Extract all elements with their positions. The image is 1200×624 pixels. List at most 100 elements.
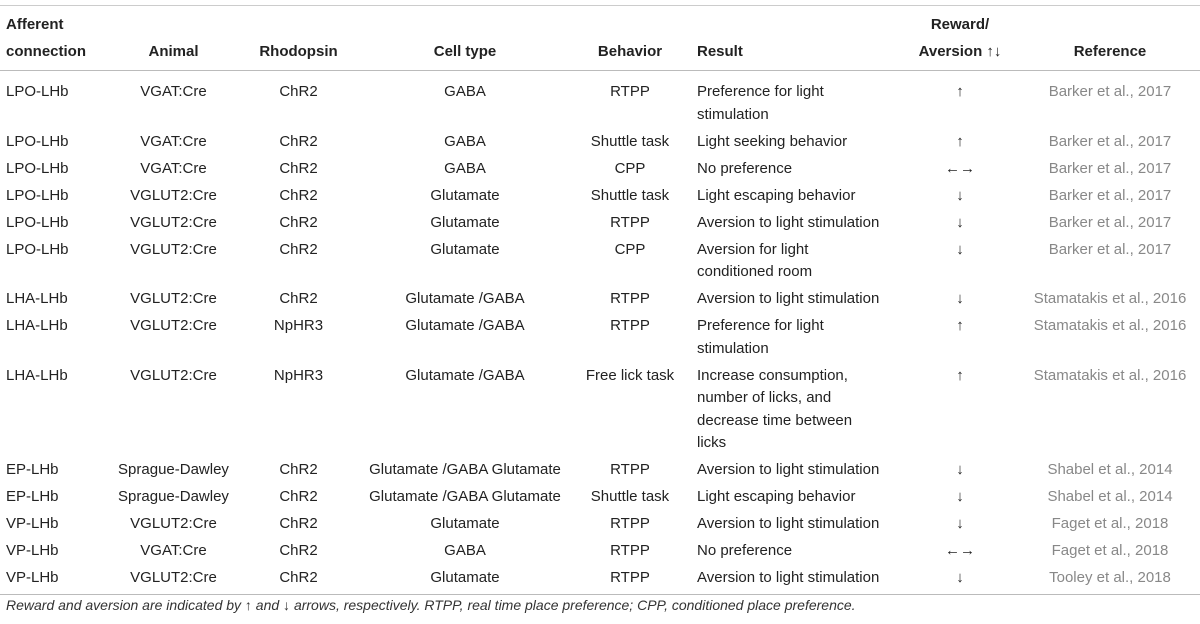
table-cell: LHA-LHb (6, 317, 68, 334)
table-cell: LHA-LHb (6, 366, 68, 384)
table-cell: VGLUT2:Cre (130, 515, 217, 532)
table-cell: ↓ (956, 240, 964, 258)
table-cell: Shuttle task (590, 186, 670, 204)
table-cell: Shuttle task (590, 132, 670, 150)
table-cell: ←→ (945, 159, 975, 177)
table-cell: ↑ (956, 366, 964, 384)
table-row: LPO-LHb VGLUT2:Cre ChR2 Glutamate RTPP Aversi… (0, 209, 1200, 236)
table-cell: Glutamate /GABA Glutamate (369, 461, 561, 478)
table-cell: No preference (697, 542, 793, 559)
table-cell: Light seeking behavior (697, 132, 848, 150)
table-cell: Glutamate (430, 186, 500, 204)
table-cell: Aversion to light stimulation (697, 461, 880, 478)
table-cell: ChR2 (279, 515, 318, 532)
table-cell: ChR2 (279, 290, 318, 307)
table-cell: GABA (444, 159, 486, 177)
table-cell: ↑ (956, 132, 964, 150)
table-cell: ChR2 (279, 83, 318, 100)
cell-line: decrease time between (697, 411, 853, 429)
table-cell: Preference for light stimulation (695, 313, 900, 363)
header-row: Afferent connection Animal Rhodopsin Cell ty… (0, 5, 1200, 71)
table-cell: Faget et al., 2018 (1051, 542, 1169, 559)
table-row: VP-LHb VGLUT2:Cre ChR2 Glutamate RTPP Aversio… (0, 511, 1200, 538)
cell-line: Aversion ↑↓ (918, 43, 1002, 60)
table-cell: VGLUT2:Cre (130, 186, 217, 204)
cell-line: stimulation (697, 339, 769, 357)
table-row: LPO-LHb VGLUT2:Cre ChR2 Glutamate CPP Aversio… (0, 236, 1200, 286)
table-cell: Increase consumption, number of licks, an… (695, 362, 900, 457)
table-cell: LPO-LHb (6, 132, 69, 150)
table-cell: GABA (444, 83, 486, 100)
column-header: Afferent connection (0, 6, 115, 71)
table-cell: VGAT:Cre (140, 542, 207, 559)
table-row: LHA-LHb VGLUT2:Cre ChR2 Glutamate /GABA RTPP… (0, 286, 1200, 313)
table-cell: Barker et al., 2017 (1048, 186, 1172, 204)
table-cell: Sprague-Dawley (118, 461, 229, 478)
table-cell: ChR2 (279, 132, 318, 150)
table-cell: ↑ (956, 317, 964, 334)
cell-line: connection (6, 43, 87, 60)
table-cell: Glutamate (430, 240, 500, 258)
table-cell: VGLUT2:Cre (130, 569, 217, 586)
table-cell: LPO-LHb (6, 213, 69, 231)
table-cell: LPO-LHb (6, 186, 69, 204)
table-cell: Aversion for light conditioned room (695, 236, 900, 286)
table-header: Afferent connection Animal Rhodopsin Cell ty… (0, 5, 1200, 71)
cell-line: conditioned room (697, 263, 813, 280)
table-cell: RTPP (610, 542, 650, 559)
table-cell: VGLUT2:Cre (130, 366, 217, 384)
column-header: Result (697, 43, 743, 60)
table-cell: Stamatakis et al., 2016 (1033, 317, 1187, 334)
table-cell: VGAT:Cre (140, 132, 207, 150)
table-cell: LPO-LHb (6, 83, 69, 100)
table-cell: Glutamate /GABA (405, 290, 525, 307)
table-row: EP-LHb Sprague-Dawley ChR2 Glutamate /GABA … (0, 484, 1200, 511)
table-cell: ↓ (956, 488, 964, 505)
table-cell: VGAT:Cre (140, 83, 207, 100)
table-cell: Barker et al., 2017 (1048, 159, 1172, 177)
table-cell: ChR2 (279, 488, 318, 505)
table-cell: RTPP (610, 569, 650, 586)
table-cell: Glutamate /GABA Glutamate (369, 488, 561, 505)
table-cell: Faget et al., 2018 (1051, 515, 1169, 532)
table-cell: Barker et al., 2017 (1048, 132, 1172, 150)
table-row: LHA-LHb VGLUT2:Cre NpHR3 Glutamate /GABA Fre… (0, 362, 1200, 457)
table-cell: Glutamate /GABA (405, 366, 525, 384)
column-header: Cell type (433, 43, 497, 60)
table-cell: VGLUT2:Cre (130, 240, 217, 258)
table-row: LHA-LHb VGLUT2:Cre NpHR3 Glutamate /GABA RTP… (0, 313, 1200, 363)
table-cell: ChR2 (279, 461, 318, 478)
table-cell: Stamatakis et al., 2016 (1033, 290, 1187, 307)
table-cell: Light escaping behavior (697, 488, 856, 505)
table-cell: ↓ (956, 186, 964, 204)
table-cell: ChR2 (279, 569, 318, 586)
table-cell: ChR2 (279, 542, 318, 559)
table-cell: Barker et al., 2017 (1048, 240, 1172, 258)
cell-line: stimulation (697, 105, 769, 123)
table-cell: VP-LHb (6, 542, 59, 559)
cell-line: licks (697, 434, 727, 451)
column-header: Animal (148, 43, 199, 60)
table-cell: Glutamate (430, 515, 500, 532)
table-cell: RTPP (610, 515, 650, 532)
table-cell: Tooley et al., 2018 (1049, 569, 1171, 586)
table-cell: Glutamate (430, 569, 500, 586)
table-cell: Aversion to light stimulation (697, 290, 880, 307)
cell-line: Preference for light (697, 317, 824, 334)
table-body: LPO-LHb VGAT:Cre ChR2 GABA RTPP Preference fo… (0, 71, 1200, 594)
table-cell: Sprague-Dawley (118, 488, 229, 505)
table-row: LPO-LHb VGAT:Cre ChR2 GABA CPP No preference ←… (0, 155, 1200, 182)
table-cell: Barker et al., 2017 (1048, 83, 1172, 100)
table-cell: RTPP (610, 290, 650, 307)
table-cell: GABA (444, 542, 486, 559)
table-cell: VGLUT2:Cre (130, 290, 217, 307)
table-cell: CPP (614, 159, 646, 177)
table-cell: ChR2 (279, 240, 318, 258)
table-cell: ←→ (945, 542, 975, 559)
footnote: Reward and aversion are indicated by ↑ a… (6, 597, 856, 613)
table-cell: Shabel et al., 2014 (1047, 488, 1173, 505)
table-cell: Aversion to light stimulation (697, 213, 880, 231)
table-cell: ↓ (956, 213, 964, 231)
table-cell: VP-LHb (6, 515, 59, 532)
